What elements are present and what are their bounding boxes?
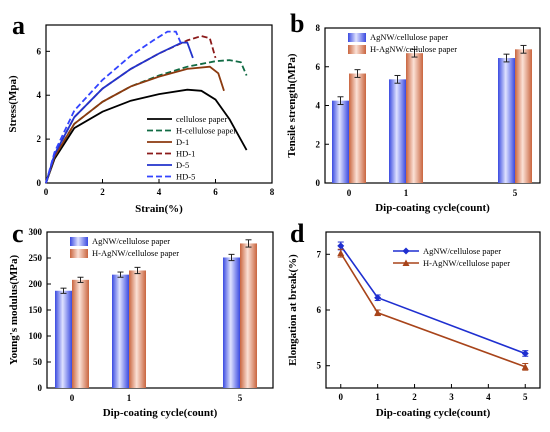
- y-tick-label: 200: [29, 279, 43, 289]
- y-tick-label: 2: [37, 134, 42, 144]
- x-tick-label: 1: [127, 393, 132, 403]
- y-tick-label: 250: [29, 253, 43, 263]
- bar: [389, 79, 406, 183]
- x-axis-label: Dip-coating cycle(count): [103, 407, 218, 419]
- bar: [349, 73, 366, 183]
- x-tick-label: 5: [523, 392, 528, 402]
- legend-swatch: [70, 237, 88, 246]
- x-tick-label: 3: [449, 392, 454, 402]
- series-line-d-5: [45, 41, 194, 184]
- x-axis-label: Strain(%): [135, 203, 183, 215]
- bar: [55, 290, 72, 388]
- x-tick-label: 0: [347, 188, 352, 198]
- y-tick-label: 100: [29, 331, 43, 341]
- legend-entry: H-AgNW/cellulose paper: [370, 44, 457, 54]
- legend-swatch: [70, 249, 88, 258]
- y-tick-label: 50: [33, 357, 43, 367]
- x-tick-label: 4: [157, 187, 162, 197]
- y-tick-label: 300: [29, 227, 43, 237]
- x-tick-label: 2: [100, 187, 105, 197]
- bar: [498, 58, 515, 183]
- data-point: [337, 249, 345, 257]
- series-line-d-1: [45, 65, 225, 184]
- x-axis-label: Dip-coating cycle(count): [375, 202, 490, 214]
- legend-marker: [402, 247, 410, 255]
- y-tick-label: 6: [316, 62, 321, 72]
- y-tick-label: 4: [316, 101, 321, 111]
- legend-marker: [402, 259, 410, 266]
- y-tick-label: 4: [37, 90, 42, 100]
- y-tick-label: 0: [38, 383, 43, 393]
- y-tick-label: 8: [316, 23, 321, 33]
- bar: [515, 49, 532, 183]
- x-tick-label: 1: [404, 188, 409, 198]
- panel-letter-c: c: [12, 219, 24, 248]
- bar: [332, 100, 349, 183]
- legend-entry: D-1: [176, 137, 189, 147]
- legend-entry: D-5: [176, 160, 189, 170]
- y-tick-label: 5: [317, 361, 322, 371]
- x-tick-label: 6: [213, 187, 218, 197]
- bar: [72, 279, 89, 388]
- legend-entry: AgNW/cellulose paper: [370, 32, 448, 42]
- panel-letter-d: d: [290, 219, 305, 248]
- panel-letter-b: b: [290, 9, 304, 38]
- x-tick-label: 5: [513, 188, 518, 198]
- y-tick-label: 2: [316, 139, 321, 149]
- data-point: [521, 349, 529, 357]
- data-point: [337, 242, 345, 250]
- y-axis-label: Stress(Mpa): [7, 75, 19, 133]
- y-tick-label: 7: [317, 249, 322, 259]
- y-axis-label: Tensile strength(MPa): [286, 53, 298, 158]
- legend-entry: AgNW/cellulose paper: [92, 236, 170, 246]
- series-line: [340, 252, 526, 368]
- x-tick-label: 2: [412, 392, 417, 402]
- data-point: [374, 294, 382, 302]
- data-point: [521, 363, 529, 370]
- series-line-cellulose-paper: [45, 88, 248, 184]
- x-tick-label: 4: [486, 392, 491, 402]
- legend-entry: HD-5: [176, 172, 195, 182]
- x-tick-label: 1: [375, 392, 380, 402]
- y-tick-label: 0: [37, 178, 42, 188]
- x-axis-label: Dip-coating cycle(count): [376, 407, 491, 419]
- y-tick-label: 0: [316, 178, 321, 188]
- bar: [240, 243, 257, 388]
- legend-entry: H-cellulose paper: [176, 126, 236, 136]
- series-line-hd-5: [45, 30, 183, 184]
- x-tick-label: 0: [339, 392, 344, 402]
- bar: [223, 257, 240, 388]
- bar: [112, 274, 129, 388]
- series-line-h-cellulose-paper: [45, 59, 248, 184]
- y-axis-label: Elongation at break(%): [287, 254, 299, 366]
- series-line-hd-1: [45, 35, 217, 184]
- bar: [129, 270, 146, 388]
- legend-entry: AgNW/cellulose paper: [423, 246, 501, 256]
- legend-entry: H-AgNW/cellulose paper: [423, 258, 510, 268]
- y-axis-label: Young's modulus(MPa): [8, 254, 20, 365]
- y-tick-label: 6: [317, 305, 322, 315]
- y-tick-label: 150: [29, 305, 43, 315]
- data-point: [374, 309, 382, 316]
- bar: [406, 53, 423, 183]
- legend-entry: H-AgNW/cellulose paper: [92, 248, 179, 258]
- y-tick-label: 6: [37, 46, 42, 56]
- legend-entry: HD-1: [176, 149, 195, 159]
- x-tick-label: 0: [44, 187, 49, 197]
- legend-swatch: [348, 33, 366, 42]
- x-tick-label: 0: [70, 393, 75, 403]
- legend-swatch: [348, 45, 366, 54]
- x-tick-label: 8: [270, 187, 275, 197]
- panel-letter-a: a: [12, 11, 25, 40]
- legend-entry: cellulose paper: [176, 114, 227, 124]
- x-tick-label: 5: [238, 393, 243, 403]
